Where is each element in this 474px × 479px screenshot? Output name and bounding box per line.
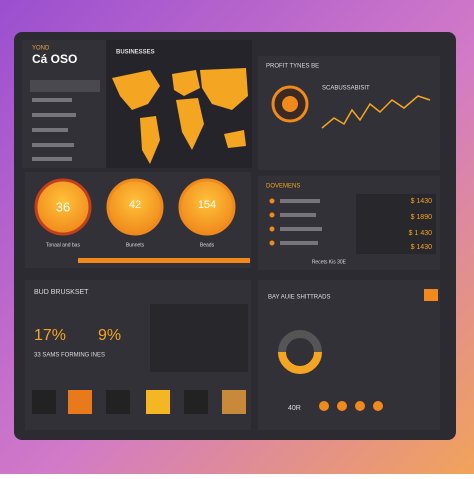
sidebar-item[interactable]: [32, 128, 68, 132]
brand: YOND: [32, 46, 50, 52]
panel-title: BAY AUIE SHITTRADS: [268, 295, 330, 301]
list-value: $ 1 430: [409, 230, 432, 237]
list-value: $ 1430: [411, 244, 433, 251]
gauge-value: 36: [56, 199, 70, 214]
sidebar-item[interactable]: [32, 113, 76, 117]
panel-subtitle: SCABUSSABISIT: [322, 86, 370, 92]
icons: [319, 401, 383, 411]
stat: 40R: [288, 405, 301, 412]
list-footer: Recets Kis 30E: [312, 259, 347, 265]
gauge-value: 42: [129, 199, 141, 211]
progress-bar: [78, 258, 250, 263]
panel-title: PROFIT TYNES BE: [266, 64, 319, 70]
gauge-label: Beads: [200, 242, 215, 248]
panel-title: DOVEMENS: [266, 184, 300, 190]
gauge: 154 Beads: [178, 178, 236, 248]
panel-title: BUD BRUSKSET: [34, 289, 89, 296]
gauge-label: Bunnets: [126, 242, 145, 248]
gauge: 36 Tonaal and bas: [34, 178, 92, 248]
list-value: $ 1430: [411, 198, 433, 205]
world-map: [112, 68, 248, 164]
gauge-label: Tonaal and bas: [46, 242, 80, 248]
donut-arc: [278, 351, 322, 374]
panel-title: BUSINESSES: [116, 50, 155, 56]
gauge-value: 154: [198, 199, 216, 211]
tiles: [32, 390, 246, 414]
caption: 33 SAMS FORMING INES: [34, 353, 105, 359]
sidebar-item[interactable]: [32, 98, 72, 102]
list-value: $ 1890: [411, 214, 433, 221]
app-title: Cá OSO: [32, 52, 77, 66]
trend-line: [321, 95, 431, 129]
stat: 17%: [34, 327, 66, 344]
sidebar-item[interactable]: [30, 80, 100, 92]
add-button[interactable]: [424, 289, 438, 301]
profit-dot: [282, 96, 298, 112]
gauge: 42 Bunnets: [106, 178, 164, 248]
stat: 9%: [98, 327, 121, 344]
sidebar-item[interactable]: [32, 143, 74, 147]
traffic-panel: [258, 280, 440, 430]
list-rows: [269, 194, 436, 254]
sidebar-item[interactable]: [32, 157, 72, 161]
budget-list: [150, 304, 248, 372]
